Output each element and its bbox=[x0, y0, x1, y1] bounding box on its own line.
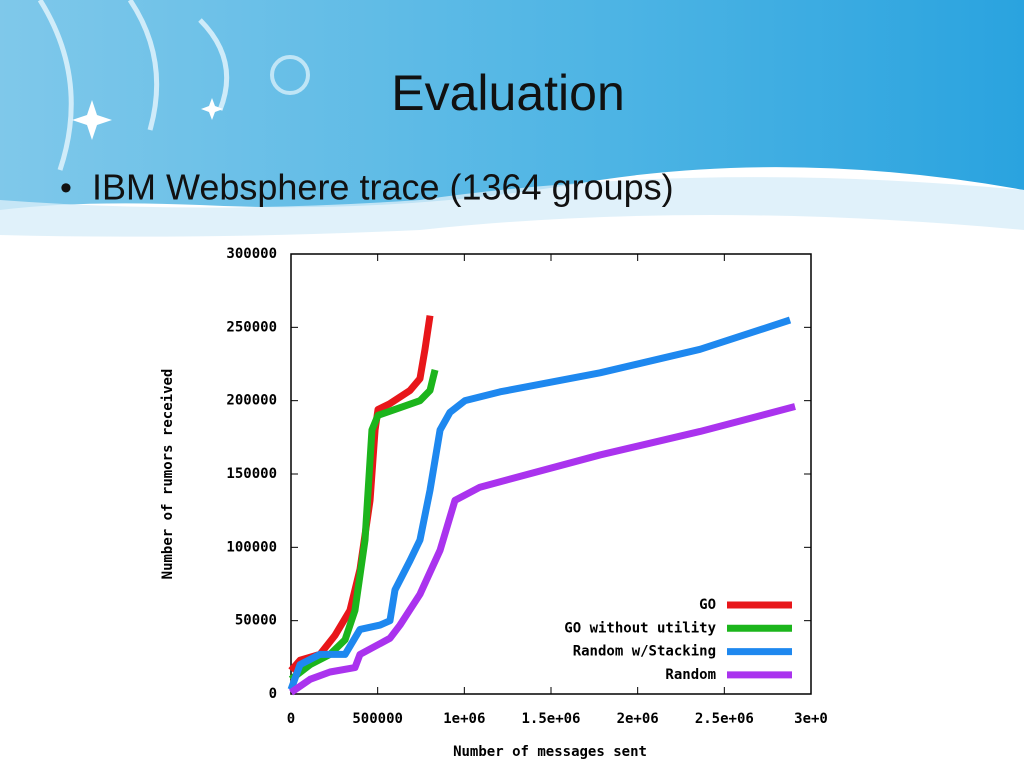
series-line bbox=[289, 403, 796, 696]
y-tick-label: 300000 bbox=[226, 246, 277, 262]
y-tick-label: 100000 bbox=[226, 539, 277, 555]
x-tick-label: 500000 bbox=[352, 711, 403, 727]
bullet-dot: • bbox=[60, 169, 72, 207]
y-axis-label: Number of rumors received bbox=[160, 369, 176, 580]
legend-label: GO bbox=[699, 597, 716, 613]
header-wave bbox=[0, 177, 1024, 237]
legend-label: GO without utility bbox=[564, 620, 716, 636]
x-tick-label: 0 bbox=[287, 711, 295, 727]
y-tick-label: 0 bbox=[269, 686, 277, 702]
x-tick-label: 2.5e+06 bbox=[695, 711, 754, 727]
x-axis-label: Number of messages sent bbox=[453, 744, 647, 760]
bullet-text: IBM Websphere trace (1364 groups) bbox=[92, 167, 674, 208]
x-tick-label: 3e+0 bbox=[794, 711, 828, 727]
x-tick-label: 2e+06 bbox=[617, 711, 659, 727]
x-tick-label: 1.5e+06 bbox=[521, 711, 580, 727]
decoration bbox=[270, 55, 310, 95]
y-tick-label: 50000 bbox=[235, 613, 277, 629]
slide-title: Evaluation bbox=[391, 65, 625, 121]
series-line bbox=[287, 316, 792, 691]
header-band bbox=[0, 0, 1024, 210]
legend-label: Random w/Stacking bbox=[573, 644, 716, 660]
sparkle bbox=[72, 98, 223, 140]
y-tick-label: 200000 bbox=[226, 393, 277, 409]
y-tick-label: 250000 bbox=[226, 319, 277, 335]
legend-label: Random bbox=[665, 667, 716, 683]
y-tick-label: 150000 bbox=[226, 466, 277, 482]
x-tick-label: 1e+06 bbox=[443, 711, 485, 727]
decoration bbox=[37, 0, 230, 171]
